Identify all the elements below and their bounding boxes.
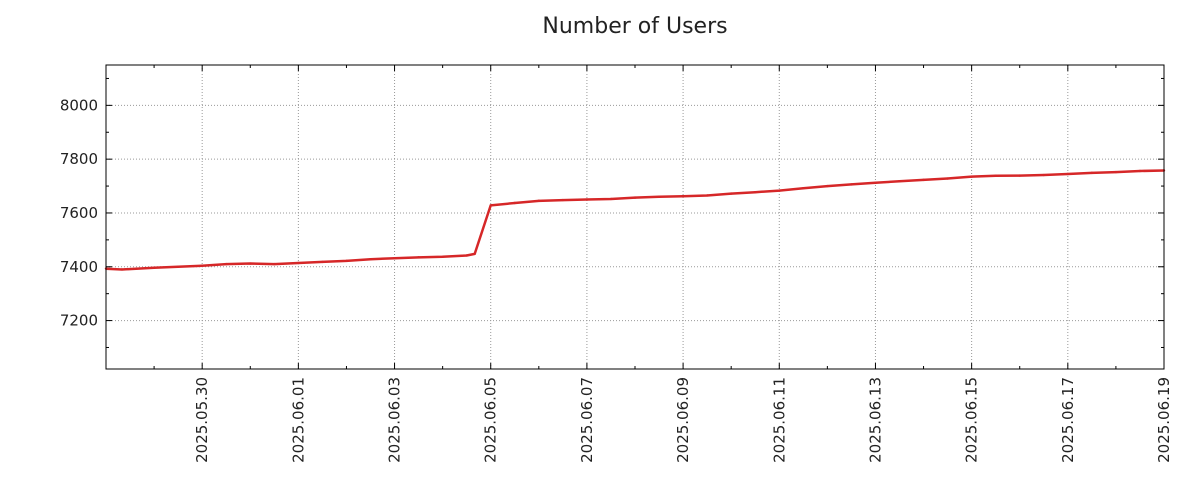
y-tick-label: 7400	[60, 258, 98, 276]
data-point	[729, 192, 733, 195]
data-point	[321, 260, 324, 264]
x-tick-label: 2025.05.30	[193, 377, 211, 463]
data-point	[537, 199, 541, 203]
data-point	[1114, 170, 1118, 174]
y-tick-label: 7600	[60, 204, 98, 222]
data-point	[874, 181, 877, 185]
data-point	[473, 252, 476, 256]
chart-title: Number of Users	[542, 14, 728, 39]
data-point	[609, 197, 613, 201]
x-tick-label: 2025.06.05	[482, 377, 500, 463]
data-point	[489, 204, 492, 207]
data-point	[273, 262, 276, 266]
data-point	[585, 198, 589, 201]
data-point	[1138, 169, 1142, 173]
data-point	[802, 187, 805, 190]
data-point	[465, 254, 468, 257]
x-tick-label: 2025.06.09	[674, 377, 692, 463]
x-tick-label: 2025.06.17	[1059, 377, 1077, 463]
data-point	[994, 174, 997, 178]
data-point	[176, 265, 180, 268]
data-point	[681, 195, 685, 198]
data-point	[225, 262, 228, 266]
data-point	[393, 256, 396, 260]
y-tick-label: 8000	[60, 96, 98, 114]
data-point	[1090, 171, 1094, 175]
data-point	[754, 191, 757, 194]
data-point	[345, 259, 348, 263]
data-point	[200, 264, 204, 267]
x-tick-label: 2025.06.13	[866, 377, 884, 463]
data-point	[826, 184, 829, 188]
x-tick-label: 2025.06.07	[578, 377, 596, 463]
data-point	[946, 177, 949, 180]
data-point	[1018, 174, 1021, 177]
data-point	[850, 183, 853, 186]
data-point	[922, 178, 925, 182]
data-point	[120, 268, 124, 271]
grid-layer	[106, 65, 1165, 369]
x-tick-label: 2025.06.01	[289, 377, 307, 463]
x-tick-label: 2025.06.11	[770, 377, 788, 463]
axis-layer: 7200 7400 7600 7800 8000 2025.05.30 2025.06.01…	[60, 65, 1173, 463]
data-point	[705, 194, 709, 197]
data-point	[657, 195, 661, 199]
series-line	[105, 169, 1165, 271]
data-point	[970, 175, 973, 178]
x-tick-label: 2025.06.15	[963, 377, 981, 463]
data-point	[898, 180, 901, 183]
data-point	[1066, 172, 1070, 176]
x-tick-label: 2025.06.19	[1155, 377, 1173, 463]
data-point	[152, 266, 156, 270]
data-point	[369, 258, 372, 261]
data-point	[778, 189, 781, 192]
data-point	[441, 255, 444, 259]
y-tick-label: 7800	[60, 150, 98, 168]
data-point	[633, 196, 637, 199]
data-point	[297, 261, 300, 265]
data-point	[513, 201, 516, 205]
data-point	[417, 256, 420, 259]
series-layer	[104, 169, 1166, 271]
plot-frame	[105, 64, 1165, 370]
data-point	[249, 262, 252, 265]
data-point	[1042, 173, 1045, 177]
data-point	[561, 198, 565, 202]
x-tick-label: 2025.06.03	[386, 377, 404, 463]
y-tick-label: 7200	[60, 312, 98, 330]
